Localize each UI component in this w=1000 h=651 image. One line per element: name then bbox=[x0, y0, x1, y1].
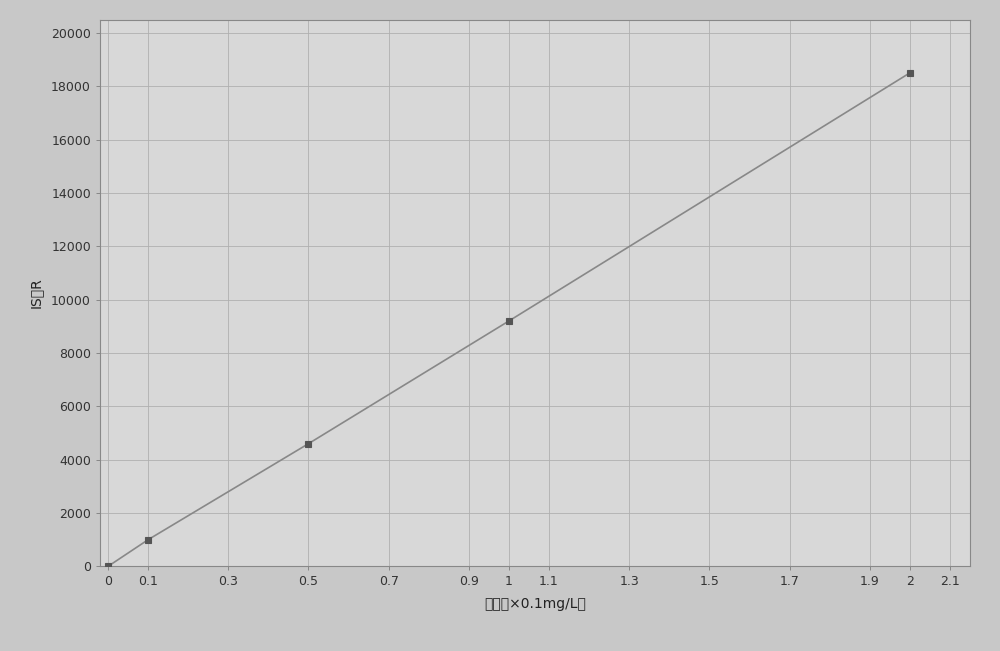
X-axis label: 浓度（×0.1mg/L）: 浓度（×0.1mg/L） bbox=[484, 597, 586, 611]
Y-axis label: IS比R: IS比R bbox=[29, 277, 43, 309]
